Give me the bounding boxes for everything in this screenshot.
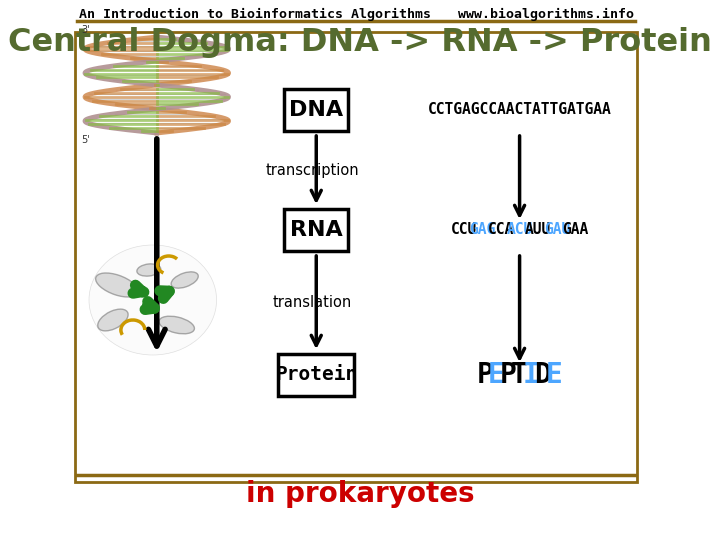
Text: CCTGAGCCAACTATTGATGAA: CCTGAGCCAACTATTGATGAA (428, 103, 611, 118)
Text: RNA: RNA (290, 220, 343, 240)
Text: 5': 5' (81, 135, 90, 145)
Ellipse shape (98, 309, 128, 331)
Text: Central Dogma: DNA -> RNA -> Protein: Central Dogma: DNA -> RNA -> Protein (8, 27, 712, 58)
Text: An Introduction to Bioinformatics Algorithms: An Introduction to Bioinformatics Algori… (78, 8, 431, 21)
Bar (279, 354, 354, 396)
Text: P: P (500, 361, 516, 389)
Text: T: T (511, 361, 528, 389)
Text: P: P (477, 361, 493, 389)
Text: GAG: GAG (469, 222, 495, 238)
Text: E: E (546, 361, 562, 389)
Text: I: I (523, 361, 539, 389)
Text: 3': 3' (81, 25, 90, 35)
Text: Protein: Protein (275, 366, 357, 384)
Text: CCA: CCA (488, 222, 514, 238)
Bar (284, 209, 348, 251)
Text: E: E (488, 361, 505, 389)
Text: www.bioalgorithms.info: www.bioalgorithms.info (458, 8, 634, 21)
Text: translation: translation (273, 295, 352, 310)
Text: transcription: transcription (266, 163, 359, 178)
Ellipse shape (89, 245, 217, 355)
Text: AUU: AUU (525, 222, 552, 238)
Ellipse shape (171, 272, 198, 288)
Ellipse shape (96, 273, 138, 297)
Text: D: D (534, 361, 551, 389)
Ellipse shape (159, 316, 194, 334)
Text: ACU: ACU (506, 222, 533, 238)
Text: GAU: GAU (544, 222, 570, 238)
Ellipse shape (137, 264, 161, 276)
Bar (284, 89, 348, 131)
Text: CCU: CCU (451, 222, 477, 238)
Bar (76, 32, 636, 482)
Text: in prokaryotes: in prokaryotes (246, 480, 474, 508)
Text: DNA: DNA (289, 100, 343, 120)
Text: GAA: GAA (562, 222, 589, 238)
